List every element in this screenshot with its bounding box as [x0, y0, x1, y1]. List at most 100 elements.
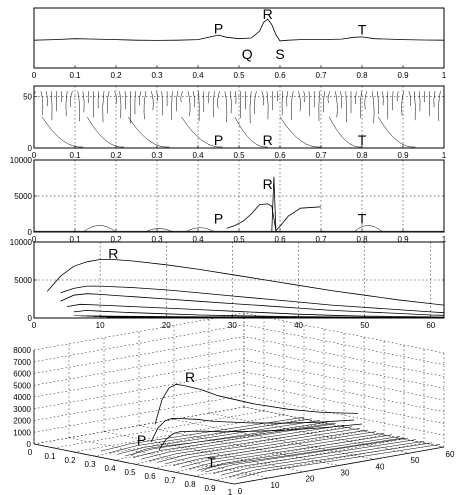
wave-label-p: P	[214, 21, 223, 37]
y-tick-label: 50	[411, 456, 420, 465]
ridge-line	[271, 91, 274, 111]
ridge-line	[254, 91, 257, 115]
ridge-line	[359, 91, 362, 119]
y-tick-label: 5000	[14, 192, 32, 201]
ridge-line	[65, 91, 68, 117]
z-tick-label: 1000	[13, 428, 31, 437]
wave-label-r: R	[185, 369, 195, 385]
ridge-line	[433, 91, 436, 108]
x-tick-label: 0.8	[356, 71, 368, 80]
grid-line-horizontal	[33, 371, 445, 412]
panel4-y-ticks: 0 5000 10000	[10, 238, 37, 323]
x-tick-label: 0.1	[69, 235, 81, 244]
x-tick-label: 0.3	[151, 71, 163, 80]
ridge-line	[419, 91, 421, 112]
z-tick-label: 5000	[13, 381, 31, 390]
ridge-line	[413, 91, 416, 121]
modulus-bump	[83, 225, 117, 233]
ridge-line	[156, 91, 159, 102]
series-line	[46, 259, 445, 306]
panel4-wave-labels: R	[108, 246, 118, 262]
ridge-line	[176, 91, 178, 112]
grid-line-horizontal	[33, 312, 445, 354]
surface-line	[228, 442, 433, 478]
panel2-x-ticks: 0 0.1 0.2 0.3 0.4 0.5 0.6 0.7 0.8 0.9 1	[32, 145, 447, 160]
x-tick-label: 0.8	[356, 235, 368, 244]
x-tick-label: 0.7	[315, 151, 327, 160]
surface-line	[180, 432, 385, 468]
series-line	[67, 303, 445, 318]
x-tick-label: 0.2	[110, 235, 122, 244]
ridge-line	[134, 91, 136, 115]
x-tick-label: 20	[162, 321, 171, 330]
ridge-line	[249, 91, 252, 124]
ridge-line	[114, 91, 117, 105]
ridge-line	[382, 91, 384, 106]
ridge-line	[97, 91, 99, 109]
ridge-line	[102, 91, 105, 123]
x-tick-label: 0	[32, 321, 37, 330]
x-tick-label: 0.2	[64, 456, 76, 465]
ridge-line	[371, 91, 375, 124]
wave-label-t: T	[358, 132, 367, 148]
x-tick-label: 0.4	[104, 464, 116, 473]
x-tick-label: 0	[32, 151, 37, 160]
ridge-line	[171, 91, 173, 121]
ridge-line	[212, 91, 215, 118]
panel4-x-ticks: 0 10 20 30 40 50 60	[32, 315, 436, 330]
ridge-line	[198, 91, 200, 122]
panel1-axes-box	[33, 7, 445, 69]
panel5-x-ticks: 0 0.1 0.2 0.3 0.4 0.5 0.6 0.7 0.8 0.9 1	[28, 448, 233, 495]
surface-ridge-p	[130, 422, 335, 457]
surface-line	[212, 439, 417, 474]
surface-ridge-t	[200, 437, 405, 472]
modulus-spike	[271, 176, 277, 232]
wave-label-p: P	[137, 432, 146, 448]
x-tick-label: 0.1	[44, 452, 56, 461]
ridge-line	[224, 91, 228, 123]
x-tick-label: 0.3	[151, 151, 163, 160]
modulus-line	[226, 203, 322, 232]
x-tick-label: 0.2	[110, 71, 122, 80]
surface-line	[188, 434, 393, 470]
x-tick-label: 0.6	[274, 235, 286, 244]
y-tick-label: 5000	[14, 276, 32, 285]
modulus-bump	[353, 225, 383, 233]
panel-ecg-signal: 0 0.1 0.2 0.3 0.4 0.5 0.6 0.7 0.8 0.9 1 P Q R S T	[32, 6, 447, 80]
ridge-line	[318, 91, 320, 122]
ridge-line	[378, 116, 416, 148]
grid-line-horizontal	[33, 336, 445, 377]
ridge-line	[33, 91, 36, 102]
wave-label-r: R	[263, 176, 273, 192]
y-tick-label: 50	[23, 92, 32, 101]
ridge-line	[180, 91, 184, 103]
x-tick-label: 0.5	[233, 235, 245, 244]
panel4-grid	[34, 242, 444, 318]
x-tick-label: 0.5	[233, 151, 245, 160]
ridge-line	[266, 91, 269, 120]
surface-line	[204, 437, 409, 473]
panel3-x-ticks: 0 0.1 0.2 0.3 0.4 0.5 0.6 0.7 0.8 0.9 1	[32, 229, 447, 244]
x-tick-label: 30	[228, 321, 237, 330]
surface-line	[100, 416, 305, 452]
ridge-line	[181, 116, 223, 148]
grid-line-horizontal	[33, 359, 445, 401]
grid-line-horizontal	[33, 347, 445, 389]
z-tick-label: 3000	[13, 405, 31, 414]
ridge-line	[124, 91, 126, 110]
surface-ridge	[158, 423, 363, 451]
ridge-line	[139, 91, 142, 106]
ridge-line	[438, 91, 441, 122]
ridge-line	[281, 91, 283, 116]
wave-label-t: T	[358, 22, 367, 38]
ridge-line	[41, 116, 84, 148]
x-tick-label: 1	[442, 71, 447, 80]
ridge-line	[143, 91, 147, 120]
x-tick-label: 0.4	[192, 71, 204, 80]
ridge-line	[87, 116, 125, 148]
x-tick-label: 0.3	[84, 460, 96, 469]
x-tick-label: 0.9	[397, 235, 409, 244]
ridge-line	[364, 91, 368, 110]
ridge-line	[119, 91, 122, 119]
ridge-line	[70, 91, 73, 108]
